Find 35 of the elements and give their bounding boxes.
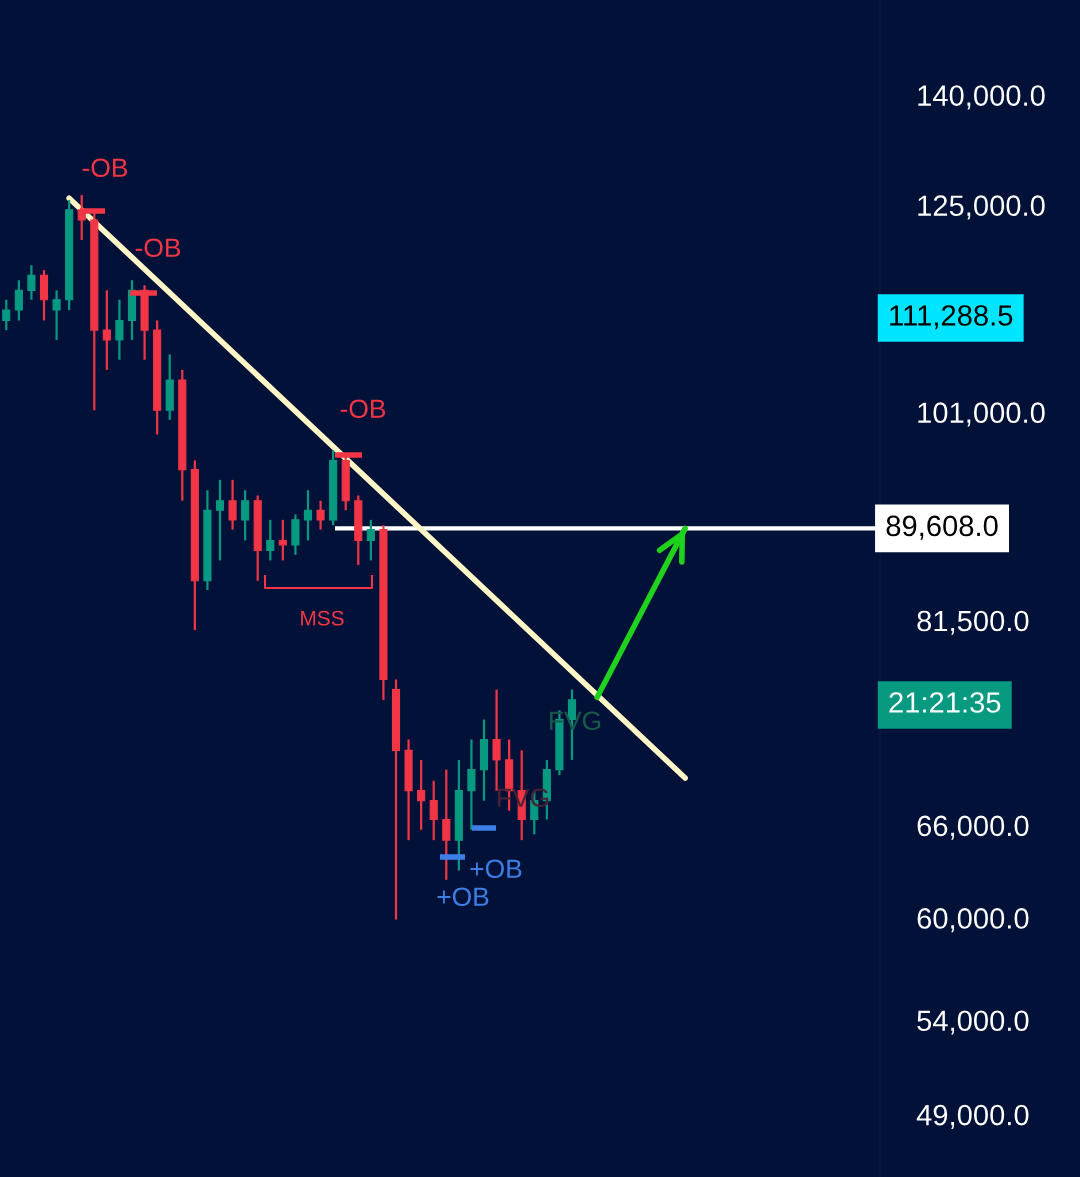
candlestick (52, 289, 61, 342)
annotation: -OB (340, 399, 386, 419)
candlestick (366, 518, 375, 562)
y-tick-label: 125,000.0 (918, 195, 1045, 220)
candlestick (102, 289, 111, 371)
candlestick (215, 478, 225, 562)
candlestick (417, 758, 426, 831)
y-tick-label: 140,000.0 (918, 85, 1045, 110)
candlestick (241, 489, 250, 542)
y-tick-label: 101,000.0 (918, 402, 1045, 427)
text: 21:21:35 (889, 692, 1001, 713)
annotation: +OB (470, 859, 522, 879)
candlestick (266, 518, 275, 562)
annotation: -OB (82, 158, 128, 178)
annotation: MSS (301, 610, 344, 626)
text: 111,288.5 (890, 305, 1013, 330)
ref-line-label: 89,608.0 (886, 515, 998, 540)
candlestick (115, 298, 124, 361)
candlestick (303, 489, 313, 542)
candlestick (228, 478, 237, 531)
candlestick (2, 298, 11, 332)
y-tick-label: 66,000.0 (917, 815, 1029, 840)
candlestick (429, 779, 438, 842)
annotation: -OB (135, 238, 181, 258)
candlestick (442, 768, 451, 881)
candlestick (27, 264, 36, 301)
candlestick (14, 279, 23, 322)
y-tick-label: 81,500.0 (917, 610, 1029, 635)
y-tick-label: 60,000.0 (917, 908, 1029, 933)
y-tick-label: 49,000.0 (916, 1104, 1029, 1129)
annotation: +OB (437, 887, 489, 907)
candlestick (316, 499, 325, 531)
candlestick (278, 518, 287, 562)
y-tick-label: 54,000.0 (917, 1010, 1029, 1035)
candlestick (467, 738, 476, 831)
